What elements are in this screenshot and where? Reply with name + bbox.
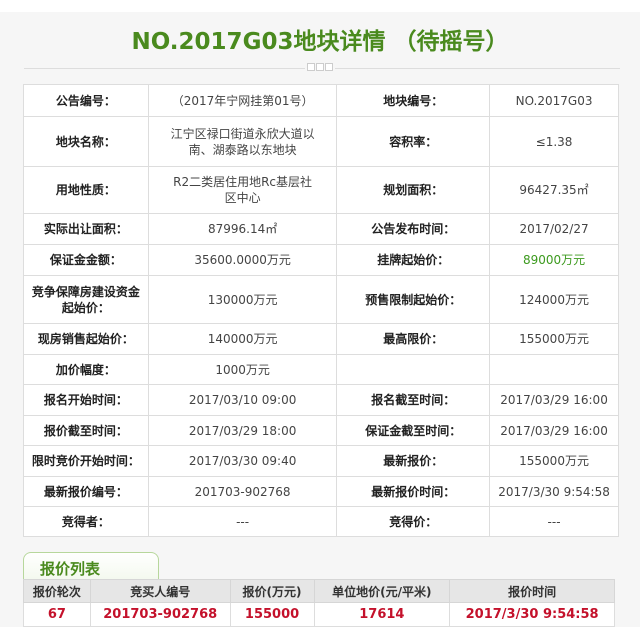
field-value: 155000万元 [489,323,619,355]
field-value: 96427.35㎡ [489,166,619,214]
info-row: 限时竞价开始时间： 2017/03/30 09:40 最新报价： 155000万元 [23,445,619,477]
field-value: 124000万元 [489,275,619,324]
parcel-info-table: 公告编号： （2017年宁网挂第01号） 地块编号： NO.2017G03 地块名称：江… [23,84,619,537]
field-value: 2017/3/30 9:54:58 [489,476,619,507]
bid-cell: 155000 [229,602,315,627]
info-row: 现房销售起始价： 140000万元 最高限价： 155000万元 [23,323,619,355]
field-value: 87996.14㎡ [147,213,338,245]
field-value [489,354,619,385]
column-header: 单位地价(元/平米) [313,579,451,603]
info-row: 报价截至时间： 2017/03/29 18:00 保证金截至时间： 2017/03/2… [23,415,619,446]
field-value: --- [489,506,619,537]
field-value: 2017/03/29 16:00 [489,415,619,446]
info-row: 实际出让面积： 87996.14㎡ 公告发布时间： 2017/02/27 [23,213,619,245]
field-value: 江宁区禄口街道永欣大道以南、湖泰路以东地块 [147,116,338,167]
table-row: 67 201703-902768 155000 17614 2017/3/30 9:54… [23,602,615,627]
column-header: 竞买人编号 [89,579,231,603]
column-header: 报价(万元) [229,579,315,603]
field-label: 最新报价时间： [336,476,491,507]
bid-list-table: 报价轮次 竞买人编号 报价(万元) 单位地价(元/平米) 报价时间 67 201703-90… [23,579,615,627]
bid-cell: 201703-902768 [89,602,231,627]
field-label: 最新报价： [336,445,491,477]
field-value: 201703-902768 [147,476,338,507]
field-label: 竞争保障房建设资金起始价： [23,275,149,324]
field-label: 公告发布时间： [336,213,491,245]
field-value: ≤1.38 [489,116,619,167]
field-label: 最高限价： [336,323,491,355]
field-label: 最新报价编号： [23,476,149,507]
bid-cell: 67 [23,602,91,627]
info-row: 公告编号： （2017年宁网挂第01号） 地块编号： NO.2017G03 [23,84,619,117]
bid-cell: 2017/3/30 9:54:58 [449,602,615,627]
field-label: 保证金截至时间： [336,415,491,446]
field-label: 报名开始时间： [23,384,149,416]
bid-cell: 17614 [313,602,451,627]
field-value: 2017/03/10 09:00 [147,384,338,416]
info-row: 最新报价编号： 201703-902768 最新报价时间： 2017/3/30 9:5… [23,476,619,507]
tab-bid-list[interactable]: 报价列表 [23,552,159,579]
field-label: 加价幅度： [23,354,149,385]
field-value: 89000万元 [489,244,619,276]
info-row: 加价幅度： 1000万元 [23,354,619,385]
field-label: 竞得价： [336,506,491,537]
field-label: 实际出让面积： [23,213,149,245]
field-label: 规划面积： [336,166,491,214]
top-bar [0,0,640,12]
info-row: 地块名称： 江宁区禄口街道永欣大道以南、湖泰路以东地块 容积率： ≤1.38 [23,116,619,167]
field-label: 地块编号： [336,84,491,117]
field-label: 限时竞价开始时间： [23,445,149,477]
field-label: 报价截至时间： [23,415,149,446]
field-label: 竞得者： [23,506,149,537]
info-row: 保证金金额： 35600.0000万元 挂牌起始价： 89000万元 [23,244,619,276]
field-value: 2017/03/30 09:40 [147,445,338,477]
field-label: 容积率： [336,116,491,167]
field-value: --- [147,506,338,537]
field-label: 现房销售起始价： [23,323,149,355]
field-value: 2017/03/29 18:00 [147,415,338,446]
field-label: 预售限制起始价： [336,275,491,324]
page-title: NO.2017G03地块详情 （待摇号） [131,29,509,55]
field-label: 保证金金额： [23,244,149,276]
field-label: 挂牌起始价： [336,244,491,276]
info-row: 用地性质： R2二类居住用地Rc基层社区中心 规划面积： 96427.35㎡ [23,166,619,214]
field-value: 2017/03/29 16:00 [489,384,619,416]
field-label: 报名截至时间： [336,384,491,416]
field-value: 35600.0000万元 [147,244,338,276]
field-value: 130000万元 [147,275,338,324]
field-label: 用地性质： [23,166,149,214]
field-value: 2017/02/27 [489,213,619,245]
field-label [336,354,491,385]
info-row: 报名开始时间： 2017/03/10 09:00 报名截至时间： 2017/03/29… [23,384,619,416]
column-header: 报价时间 [449,579,615,603]
field-value: 1000万元 [147,354,338,385]
field-value: 155000万元 [489,445,619,477]
field-label: 公告编号： [23,84,149,117]
field-label: 地块名称： [23,116,149,167]
info-row: 竞得者： --- 竞得价： --- [23,506,619,537]
field-value: NO.2017G03 [489,84,619,117]
field-value: 140000万元 [147,323,338,355]
divider-ornament-icon [305,63,335,71]
column-header: 报价轮次 [23,579,91,603]
info-row: 竞争保障房建设资金起始价： 130000万元 预售限制起始价： 124000万元 [23,275,619,324]
field-value: （2017年宁网挂第01号） [147,84,338,117]
field-value: R2二类居住用地Rc基层社区中心 [147,166,338,214]
